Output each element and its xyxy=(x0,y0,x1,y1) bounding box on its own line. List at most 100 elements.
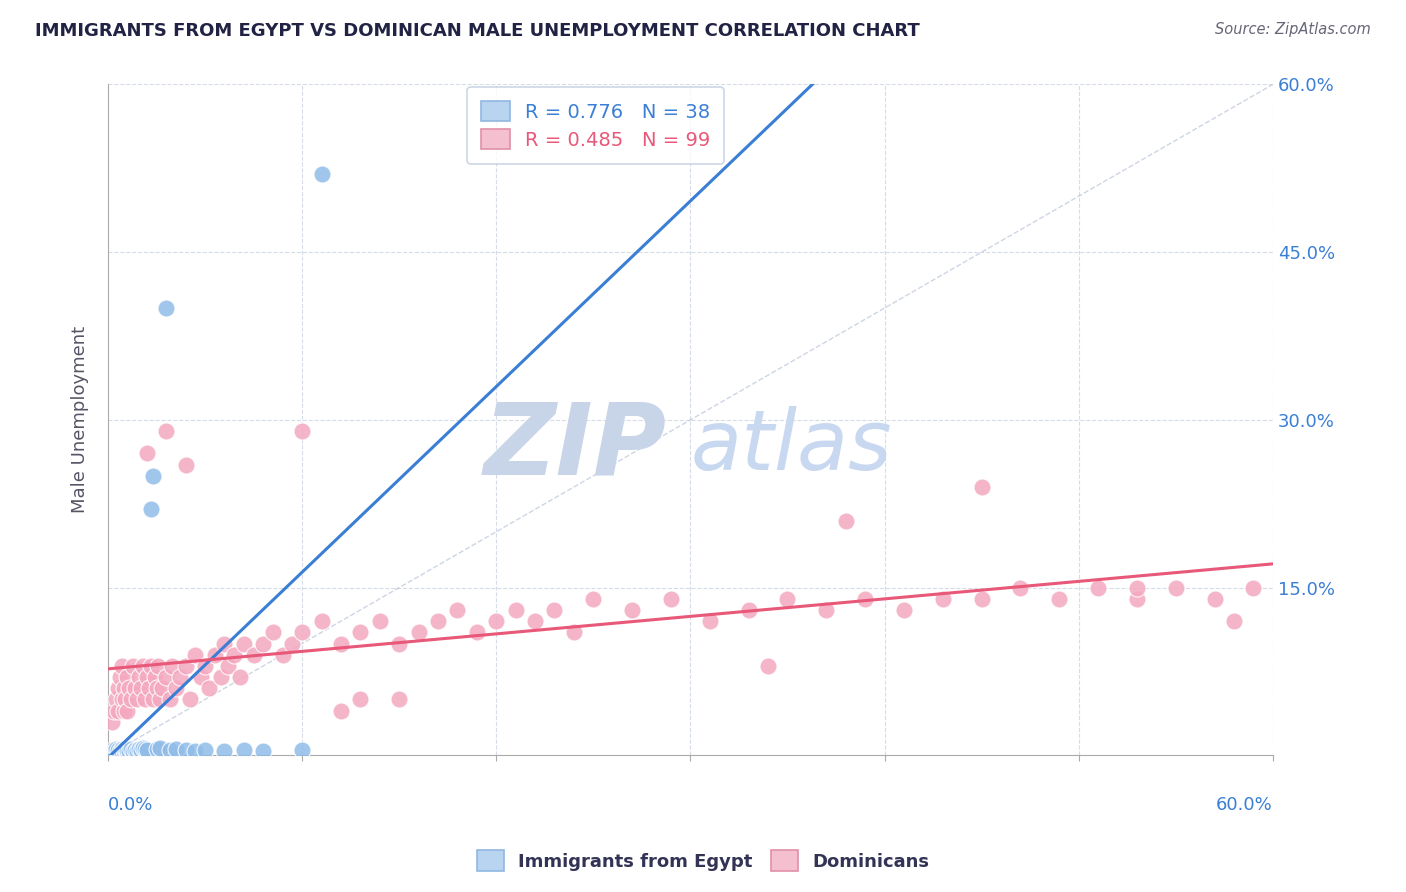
Point xyxy=(853,591,876,606)
Point xyxy=(179,692,201,706)
Point xyxy=(117,743,139,757)
Point xyxy=(224,648,246,662)
Point xyxy=(659,591,682,606)
Point xyxy=(242,648,264,662)
Point xyxy=(311,614,333,628)
Point xyxy=(970,591,993,606)
Point xyxy=(1223,614,1246,628)
Point xyxy=(1126,591,1149,606)
Point xyxy=(485,614,508,628)
Y-axis label: Male Unemployment: Male Unemployment xyxy=(72,326,89,514)
Point xyxy=(117,745,139,759)
Point xyxy=(209,670,232,684)
Point xyxy=(446,603,468,617)
Point xyxy=(165,741,187,756)
Point xyxy=(160,659,183,673)
Point xyxy=(388,692,411,706)
Point xyxy=(108,670,131,684)
Point xyxy=(124,743,146,757)
Point xyxy=(107,745,129,759)
Point xyxy=(174,659,197,673)
Point xyxy=(128,741,150,756)
Point xyxy=(427,614,450,628)
Point xyxy=(138,681,160,696)
Point xyxy=(122,744,145,758)
Point xyxy=(184,648,207,662)
Point xyxy=(129,743,152,757)
Point xyxy=(107,743,129,757)
Point xyxy=(110,745,132,759)
Point xyxy=(159,743,181,757)
Point xyxy=(134,741,156,756)
Point xyxy=(107,681,129,696)
Point xyxy=(329,636,352,650)
Point xyxy=(524,614,547,628)
Point xyxy=(204,648,226,662)
Point xyxy=(103,744,125,758)
Point xyxy=(103,704,125,718)
Point xyxy=(465,625,488,640)
Point xyxy=(408,625,430,640)
Point xyxy=(139,659,162,673)
Point xyxy=(122,659,145,673)
Point xyxy=(349,625,371,640)
Point xyxy=(108,744,131,758)
Point xyxy=(281,636,304,650)
Point xyxy=(582,591,605,606)
Legend: R = 0.776   N = 38, R = 0.485   N = 99: R = 0.776 N = 38, R = 0.485 N = 99 xyxy=(467,87,724,163)
Point xyxy=(174,458,197,472)
Point xyxy=(252,636,274,650)
Text: IMMIGRANTS FROM EGYPT VS DOMINICAN MALE UNEMPLOYMENT CORRELATION CHART: IMMIGRANTS FROM EGYPT VS DOMINICAN MALE … xyxy=(35,22,920,40)
Point xyxy=(970,480,993,494)
Point xyxy=(1241,581,1264,595)
Text: 0.0%: 0.0% xyxy=(108,796,153,814)
Point xyxy=(101,714,124,729)
Point xyxy=(124,681,146,696)
Point xyxy=(112,704,135,718)
Point xyxy=(271,648,294,662)
Point xyxy=(1087,581,1109,595)
Point xyxy=(112,681,135,696)
Point xyxy=(120,692,142,706)
Point xyxy=(737,603,759,617)
Point xyxy=(114,741,136,756)
Point xyxy=(145,741,167,756)
Point xyxy=(128,670,150,684)
Point xyxy=(145,681,167,696)
Point xyxy=(932,591,955,606)
Point xyxy=(104,692,127,706)
Point xyxy=(252,744,274,758)
Point xyxy=(150,681,173,696)
Point xyxy=(112,744,135,758)
Point xyxy=(118,744,141,758)
Point xyxy=(217,659,239,673)
Point xyxy=(621,603,644,617)
Point xyxy=(142,468,165,483)
Point xyxy=(159,692,181,706)
Text: atlas: atlas xyxy=(690,406,891,487)
Point xyxy=(214,744,236,758)
Point xyxy=(149,692,172,706)
Point xyxy=(117,704,139,718)
Point xyxy=(388,636,411,650)
Point xyxy=(110,659,132,673)
Point xyxy=(1126,581,1149,595)
Point xyxy=(194,659,217,673)
Point xyxy=(112,743,135,757)
Point xyxy=(143,670,166,684)
Point xyxy=(815,603,838,617)
Text: ZIP: ZIP xyxy=(484,398,666,495)
Point xyxy=(776,591,799,606)
Text: 60.0%: 60.0% xyxy=(1216,796,1272,814)
Point xyxy=(505,603,527,617)
Point xyxy=(291,743,314,757)
Point xyxy=(155,424,177,438)
Point xyxy=(135,446,157,460)
Point xyxy=(114,692,136,706)
Point xyxy=(110,692,132,706)
Point xyxy=(214,636,236,650)
Point xyxy=(543,603,565,617)
Point xyxy=(117,670,139,684)
Point xyxy=(165,681,187,696)
Point xyxy=(135,743,157,757)
